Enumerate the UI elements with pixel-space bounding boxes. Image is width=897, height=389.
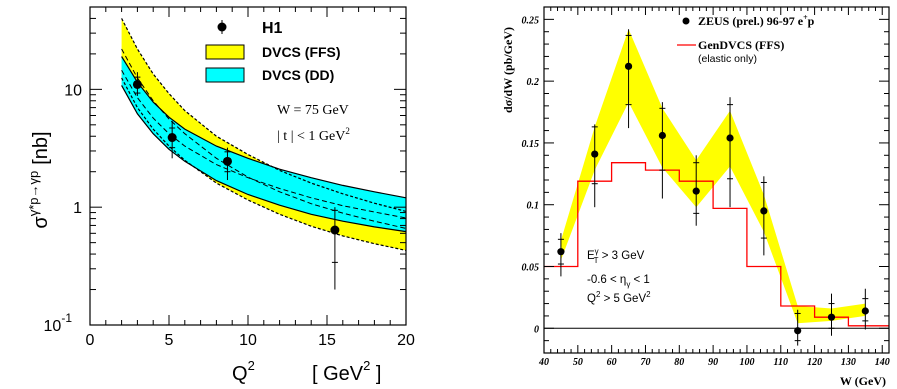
right-y-tick-label-0: 0 — [534, 324, 539, 335]
right-x-tick-label-5: 90 — [708, 357, 718, 368]
left-y-tick-label-0: 10 — [64, 82, 82, 99]
legend-gendvcs-label: GenDVCS (FFS) — [698, 38, 784, 52]
left-x-axis-label-q2: Q2 — [232, 358, 255, 385]
legend-zeus-marker — [682, 17, 690, 25]
h1-point-3 — [330, 225, 340, 235]
right-axis-ticks: 40 50 60 70 80 90 100 110 120 130 140 0 0.05 0.1 0.15 0… — [522, 7, 890, 368]
right-x-tick-label-2: 60 — [607, 357, 617, 368]
right-x-tick-label-7: 110 — [774, 357, 788, 368]
legend-ffs-label: DVCS (FFS) — [262, 44, 341, 60]
legend-h1-label: H1 — [262, 20, 283, 37]
right-y-tick-label-2: 0.1 — [527, 201, 540, 212]
left-y-axis-label: σγ*p→γp[nb] — [26, 131, 52, 228]
zeus-point-0 — [557, 248, 565, 256]
right-x-tick-label-0: 40 — [538, 357, 549, 368]
systematic-band — [560, 29, 866, 324]
right-x-tick-label-9: 130 — [841, 357, 856, 368]
right-annotation-q2-cut: Q2 > 5 GeV2 — [587, 290, 651, 305]
right-systematic-band — [560, 29, 866, 324]
left-x-tick-label-0: 0 — [86, 332, 95, 349]
legend-elastic-note: (elastic only) — [698, 53, 757, 65]
right-chart: 40 50 60 70 80 90 100 110 120 130 140 0 0.05 0.1 0.15 0… — [501, 6, 890, 388]
left-x-tick-label-3: 15 — [318, 332, 336, 349]
legend-dd-swatch — [205, 67, 245, 83]
zeus-point-9 — [861, 307, 869, 315]
left-data-points — [132, 72, 340, 290]
zeus-point-6 — [760, 207, 768, 215]
left-annotation-w: W = 75 GeV — [277, 103, 349, 118]
zeus-point-2 — [624, 62, 633, 70]
dd-upper-edge — [121, 56, 407, 199]
right-annotation-et-cut: Eγ T > 3 GeV — [587, 247, 645, 265]
h1-point-0 — [132, 79, 142, 89]
zeus-point-3 — [658, 131, 666, 140]
right-x-tick-label-3: 70 — [640, 357, 650, 368]
dd-central-curve — [121, 70, 407, 219]
right-x-tick-label-8: 120 — [807, 357, 822, 368]
right-y-tick-label-1: 0.05 — [522, 263, 540, 274]
right-x-axis-label: W (GeV) — [840, 374, 886, 388]
right-y-tick-label-5: 0.25 — [522, 15, 540, 26]
right-annotation-eta-cut: -0.6 < ηγ < 1 — [587, 274, 650, 289]
dd-lower-edge — [121, 85, 407, 233]
right-data-points — [557, 29, 869, 346]
right-y-axis-label: dσ/dW (pb/GeV) — [501, 27, 515, 113]
legend-ffs-swatch — [205, 44, 245, 60]
right-x-tick-label-1: 50 — [573, 357, 583, 368]
gendvcs-histogram — [544, 162, 889, 327]
legend-dd-label: DVCS (DD) — [262, 67, 334, 83]
right-x-tick-label-4: 80 — [674, 357, 684, 368]
h1-point-1 — [167, 133, 177, 143]
h1-point-2 — [222, 156, 232, 166]
zeus-point-1 — [591, 150, 599, 158]
zeus-point-7 — [794, 327, 802, 335]
ffs-central-curve — [121, 48, 407, 229]
right-x-tick-label-10: 140 — [875, 357, 890, 368]
left-x-tick-label-1: 5 — [165, 332, 174, 349]
zeus-point-8 — [827, 313, 836, 321]
left-y-tick-label-1: 1 — [73, 200, 82, 217]
right-legend: ZEUS (prel.) 96-97 e+p GenDVCS (FFS) (el… — [677, 13, 815, 65]
zeus-point-5 — [726, 134, 734, 142]
right-y-tick-label-4: 0.2 — [527, 77, 540, 88]
dd-band — [121, 56, 406, 232]
left-x-tick-label-4: 20 — [397, 332, 415, 349]
left-legend: H1 DVCS (FFS) DVCS (DD) — [205, 20, 341, 83]
right-y-tick-label-3: 0.15 — [522, 139, 540, 150]
left-x-tick-label-2: 10 — [239, 332, 257, 349]
legend-zeus-label: ZEUS (prel.) 96-97 e+p — [698, 13, 815, 28]
left-annotation-t: | t | < 1 GeV2 — [277, 126, 350, 144]
ffs-lower-edge — [121, 77, 407, 251]
left-y-tick-label-2: 10-1 — [44, 311, 73, 335]
zeus-point-4 — [692, 187, 700, 195]
ffs-upper-edge — [121, 18, 407, 212]
left-x-axis-label-unit: [ GeV2 ] — [312, 358, 382, 385]
left-theory-bands — [121, 18, 407, 251]
right-x-tick-label-6: 100 — [739, 357, 754, 368]
right-model-histogram — [544, 162, 889, 327]
left-axis-ticks: 0 5 10 15 20 10 1 10-1 — [44, 6, 415, 349]
